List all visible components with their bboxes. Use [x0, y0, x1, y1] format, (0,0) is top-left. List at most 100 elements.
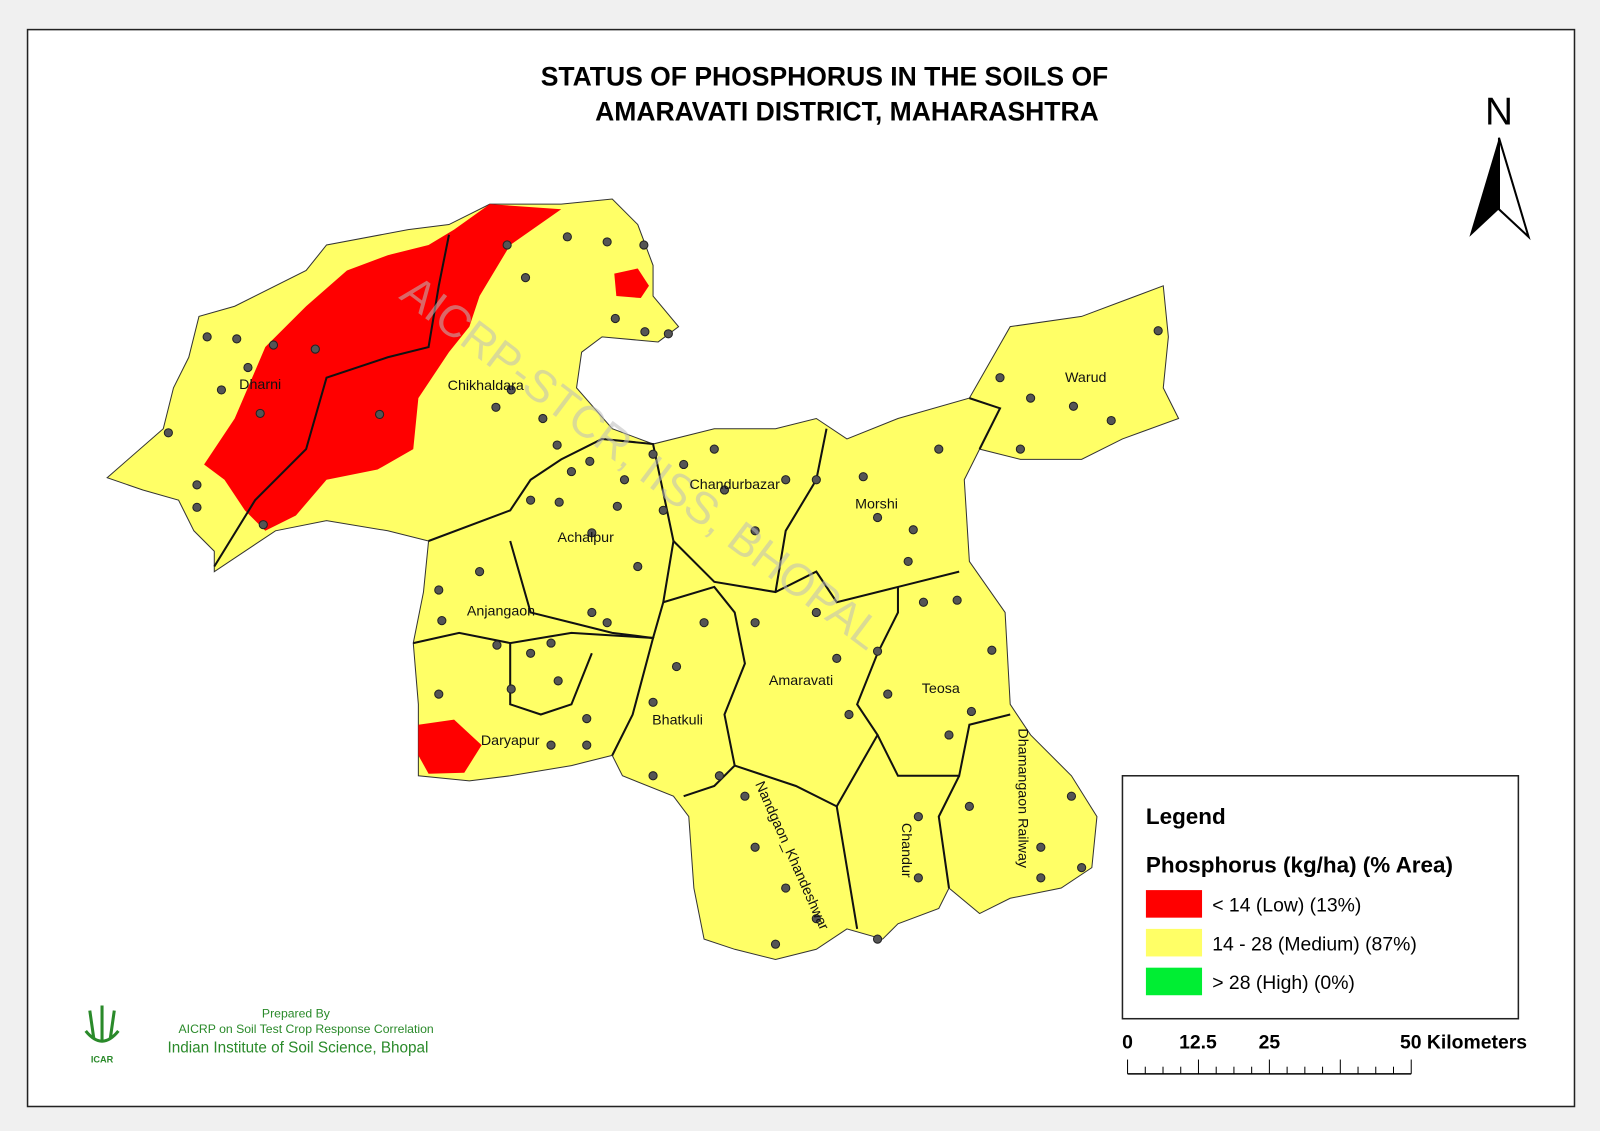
sample-point	[520, 273, 531, 283]
district-label: Dhamangaon Railway	[1014, 728, 1030, 868]
sample-point	[858, 472, 868, 482]
sample-point	[699, 618, 709, 628]
credit-box	[77, 992, 477, 1070]
title-line: AMARAVATI DISTRICT, MAHARASHTRA	[595, 96, 1099, 126]
sample-point	[913, 873, 923, 883]
credit-line: AICRP on Soil Test Crop Response Correla…	[179, 1022, 434, 1036]
district-map	[106, 198, 1180, 961]
district-label: Dharni	[239, 377, 281, 393]
sample-point	[1153, 326, 1163, 336]
district-label: Chandur	[898, 823, 914, 878]
low-zone	[614, 268, 649, 299]
sample-point	[872, 512, 883, 523]
legend-title: Legend	[1146, 804, 1226, 829]
sample-point	[934, 444, 944, 454]
district-label: Achalpur	[558, 530, 615, 546]
district-label: Morshi	[855, 496, 898, 512]
district-label: Teosa	[922, 681, 960, 697]
sample-point	[492, 640, 502, 650]
sample-point	[612, 501, 622, 511]
sample-point	[546, 740, 556, 750]
scale-label: 12.5	[1179, 1031, 1217, 1053]
legend-swatch	[1145, 967, 1203, 996]
sample-point	[872, 646, 883, 656]
sample-point	[944, 730, 954, 740]
sample-point	[1036, 842, 1046, 852]
sample-point	[1026, 393, 1036, 403]
district-label: Warud	[1065, 370, 1107, 386]
sample-point	[602, 237, 612, 247]
district-boundary	[213, 234, 450, 568]
credit: ICAR Prepared By AICRP on Soil Test Crop…	[77, 992, 477, 1070]
district-boundary	[413, 631, 655, 756]
sample-point	[268, 340, 279, 350]
sample-point	[255, 408, 265, 419]
sample-point	[966, 706, 977, 717]
sample-point	[375, 409, 385, 420]
sample-point	[437, 616, 447, 626]
sample-point	[750, 618, 760, 628]
legend-swatch	[1145, 928, 1203, 957]
sample-point	[192, 480, 202, 490]
sample-point	[1015, 444, 1025, 454]
sample-point	[952, 595, 962, 605]
sample-point	[781, 475, 791, 485]
sample-point	[1077, 863, 1087, 873]
legend-label: 14 - 28 (Medium) (87%)	[1212, 933, 1417, 955]
sample-point	[658, 505, 668, 515]
sample-point	[582, 714, 592, 724]
sample-point	[663, 329, 673, 339]
sample-points	[163, 232, 1163, 949]
sample-point	[811, 475, 821, 485]
sample-point	[872, 934, 883, 944]
scale-label: 50 Kilometers	[1400, 1031, 1527, 1053]
logo-stem	[84, 1005, 120, 1043]
sample-point	[750, 842, 760, 852]
sample-point	[987, 645, 997, 655]
sample-point	[502, 240, 512, 250]
sample-point	[648, 771, 658, 781]
north-label: N	[1485, 91, 1513, 134]
district-label: Bhatkuli	[652, 713, 703, 729]
sample-point	[526, 648, 536, 658]
credit-line: Prepared By	[262, 1007, 331, 1021]
sample-point	[163, 428, 173, 438]
sample-point	[709, 444, 719, 454]
sample-point	[1066, 791, 1077, 801]
sample-point	[610, 313, 620, 324]
legend-label: < 14 (Low) (13%)	[1212, 895, 1361, 917]
sample-point	[552, 440, 562, 450]
sample-point	[554, 497, 564, 507]
sample-point	[964, 801, 974, 811]
sample-point	[585, 456, 595, 466]
sample-point	[913, 812, 923, 822]
sample-point	[883, 689, 893, 699]
district-boundary	[509, 643, 593, 716]
sample-point	[1106, 415, 1116, 426]
legend-label: > 28 (High) (0%)	[1212, 972, 1355, 994]
district-label: Daryapur	[481, 733, 540, 749]
sample-point	[908, 525, 918, 535]
sample-point	[562, 232, 572, 242]
district-label: Anjangaon	[467, 604, 535, 620]
sample-point	[679, 459, 689, 470]
sample-point	[587, 528, 597, 538]
sample-point	[918, 597, 929, 607]
sample-point	[648, 449, 658, 459]
sample-point	[538, 413, 548, 424]
sample-point	[475, 567, 485, 577]
arrow-right	[1497, 137, 1531, 241]
sample-point	[811, 914, 821, 924]
legend-swatch	[1145, 890, 1203, 918]
sample-point	[506, 684, 516, 694]
sample-point	[770, 939, 781, 949]
sample-point	[639, 240, 649, 250]
low-zone	[204, 204, 562, 531]
sample-point	[995, 373, 1005, 383]
low-zone	[418, 719, 482, 774]
sample-point	[844, 709, 854, 720]
sample-point	[903, 556, 913, 567]
sample-point	[192, 502, 202, 512]
